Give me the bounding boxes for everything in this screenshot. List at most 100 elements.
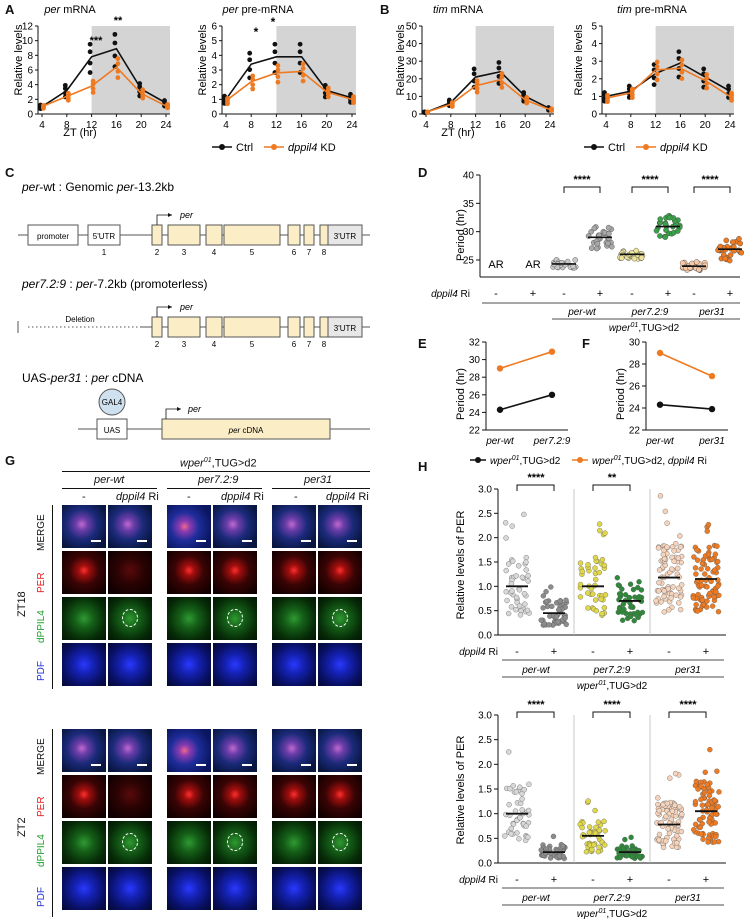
h-top-point [705, 521, 712, 528]
c1-utr3-label: 3'UTR [334, 232, 357, 241]
e-point [548, 391, 556, 398]
h-top-point [677, 606, 684, 613]
c2-exon-label: 5 [250, 340, 255, 349]
e-ytick-label: 24 [469, 408, 481, 419]
h-top-point [666, 607, 672, 613]
h-top-point [715, 583, 721, 589]
zt18-merge-image [108, 505, 152, 548]
a-right-replicate-point [250, 82, 256, 88]
h-top-point [602, 592, 609, 598]
h-top-point [599, 556, 606, 563]
h-bottom-point [655, 801, 661, 808]
d-point [657, 216, 664, 222]
h-top-point [524, 607, 531, 613]
h-top-point [585, 605, 591, 611]
h-top-point [503, 567, 509, 574]
d-sign: - [630, 288, 634, 300]
h-top-point [621, 606, 627, 613]
b-right-series-line [605, 62, 731, 98]
d-sign: + [727, 288, 733, 300]
h-top-point [698, 566, 704, 572]
h-bottom-sign: + [627, 874, 633, 886]
b-left-replicate-point [474, 85, 480, 91]
a-left-ytick-label: 12 [22, 22, 34, 33]
b-right-title: tim pre-mRNA [617, 4, 687, 16]
a-left-ytick-label: 6 [27, 66, 33, 77]
c1-promoter-label: promoter [37, 232, 69, 241]
h-top-point [515, 563, 522, 569]
h-top-point [676, 585, 682, 591]
h-top-point [538, 617, 544, 623]
panel-ef-charts: Period (hr) Period (hr) 22 24 26 28 30 32 22 24… [455, 338, 728, 466]
h-top-point [705, 551, 712, 558]
h-bottom-point [656, 807, 662, 814]
h-top-point [585, 590, 591, 596]
h-top-point [523, 567, 529, 573]
b-right-replicate-point [704, 85, 710, 91]
a-right-replicate-point [250, 73, 256, 79]
b-left-xlabel: ZT (hr) [441, 127, 474, 139]
h-bottom-point [595, 819, 602, 825]
a-left-replicate-point [165, 102, 170, 107]
g-row-merge-1: MERGE [36, 514, 47, 551]
a-left-replicate-point [65, 90, 71, 96]
legend-a-kd: dppil4 KD [288, 142, 336, 154]
h-top-point [593, 576, 599, 583]
h-top-point [548, 584, 554, 590]
d-sign: + [530, 288, 536, 300]
d-point [593, 245, 600, 252]
scale-bar [137, 764, 147, 766]
h-top-point [656, 567, 663, 573]
a-left-replicate-point [115, 75, 121, 81]
h-top-point [694, 547, 700, 553]
c1-utr5-box [87, 224, 121, 246]
a-right-replicate-point [250, 77, 256, 82]
a-right-replicate-point [247, 67, 253, 73]
a-left-replicate-point [115, 56, 121, 62]
b-left-title: tim mRNA [433, 4, 484, 16]
h-top-group: per7.2:9 [593, 665, 631, 676]
h-top-point [592, 565, 598, 571]
g-zt18-label: ZT18 [16, 591, 28, 617]
a-right-replicate-point [351, 94, 356, 100]
h-top-ytick-label: 2.5 [478, 509, 492, 520]
d-sig-bracket [693, 186, 731, 193]
zt18-merge-image [213, 505, 257, 548]
a-right-replicate-point [275, 79, 281, 85]
h-top-point [664, 520, 670, 526]
zt18-per-image [108, 551, 152, 594]
h-top-point [631, 618, 637, 624]
h-top-point [636, 579, 642, 585]
h-top-point [627, 613, 634, 620]
d-point [588, 245, 595, 251]
h-bottom-point [716, 789, 722, 795]
h-top-point [543, 598, 550, 605]
scale-bar [301, 764, 311, 766]
h-top-point [660, 551, 667, 558]
h-top-point [522, 601, 528, 607]
h-top-point [601, 562, 608, 569]
h-top-point [504, 597, 510, 604]
b-left-replicate-point [499, 80, 505, 86]
b-left-xtick-label: 24 [544, 120, 556, 131]
h-bottom-sig-3: **** [679, 699, 697, 711]
e-series-line [499, 394, 553, 411]
zt18-pdf-image [108, 643, 152, 686]
h-top-point [614, 575, 621, 581]
d-point [729, 239, 736, 245]
b-left-xtick-label: 20 [520, 120, 532, 131]
scale-bar [347, 540, 357, 542]
h-top-point [503, 589, 509, 595]
c2-exon-label: 6 [292, 340, 297, 349]
h-bottom-point [547, 855, 554, 861]
panel-g-microscopy: wper01,TUG>d2 per-wt per7.2:9 per31 - dp… [0, 455, 410, 922]
h-top-sig-1: **** [527, 472, 545, 484]
b-right-xtick-label: 8 [628, 120, 634, 131]
h-top-point [677, 594, 684, 600]
b-right-series-line [605, 67, 731, 99]
h-bottom-point [692, 821, 699, 828]
h-top-point [671, 558, 677, 564]
h-bottom-point [508, 825, 514, 832]
h-top-point [707, 590, 713, 597]
